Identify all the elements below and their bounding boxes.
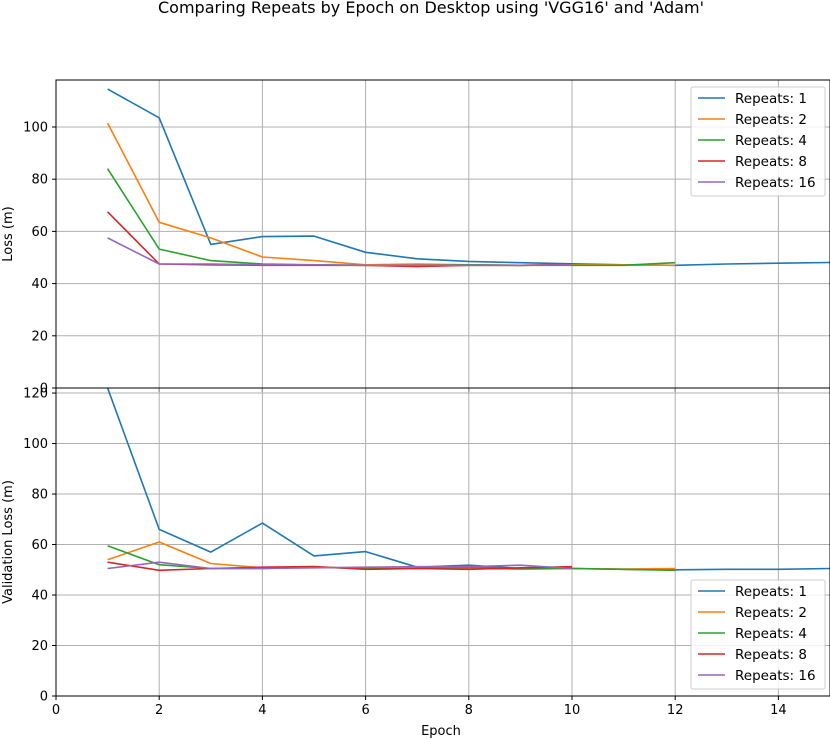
- series-line-repeats-8: [107, 211, 573, 268]
- series-line-repeats-1: [106, 388, 830, 571]
- loss-panel: 0 20 40 60 80 100 Loss (m) Repeats: 1 Repeats: 2…: [1, 79, 830, 397]
- x-tick-label: 8: [465, 703, 473, 718]
- series-line-repeats-1: [107, 88, 830, 267]
- legend-frame: [690, 86, 826, 197]
- legend-label-repeats-8: Repeats: 8: [735, 647, 807, 663]
- legend-label-repeats-8: Repeats: 8: [735, 154, 807, 170]
- legend: Repeats: 1 Repeats: 2 Repeats: 4 Repeats: 8…: [690, 579, 826, 690]
- y-tick-label: 40: [31, 589, 48, 604]
- plot-frame: [55, 387, 830, 697]
- legend-label-repeats-16: Repeats: 16: [735, 668, 816, 684]
- legend-label-repeats-4: Repeats: 4: [735, 626, 807, 642]
- legend-label-repeats-1: Repeats: 1: [735, 584, 807, 600]
- x-tick-label: 2: [155, 703, 163, 718]
- x-tick-label: 0: [52, 703, 60, 718]
- y-tick-label: 100: [23, 120, 48, 135]
- y-axis-label: Loss (m): [1, 206, 16, 261]
- y-tick-label: 60: [31, 225, 48, 240]
- y-tick-label: 0: [40, 690, 48, 705]
- y-tick-label: 80: [31, 488, 48, 503]
- x-tick-label: 12: [667, 703, 684, 718]
- legend-label-repeats-1: Repeats: 1: [735, 91, 807, 107]
- series-line-repeats-16: [107, 237, 573, 267]
- legend-label-repeats-2: Repeats: 2: [735, 112, 807, 128]
- y-tick-label: 20: [31, 329, 48, 344]
- y-tick-label: 0: [40, 382, 48, 397]
- x-axis-label: Epoch: [421, 724, 461, 739]
- legend-label-repeats-4: Repeats: 4: [735, 133, 807, 149]
- series-line-repeats-2: [106, 122, 676, 267]
- chart-title: Comparing Repeats by Epoch on Desktop us…: [158, 0, 704, 17]
- legend-label-repeats-2: Repeats: 2: [735, 605, 807, 621]
- y-tick-label: 60: [31, 538, 48, 553]
- y-tick-label: 100: [23, 437, 48, 452]
- validation-loss-panel: 0 20 40 60 80 100 120 Validation Loss (m) 0 2 4 6 8 1…: [1, 387, 830, 739]
- x-tick-label: 14: [770, 703, 787, 718]
- y-axis-label: Validation Loss (m): [1, 480, 16, 604]
- x-tick-label: 4: [258, 703, 266, 718]
- y-tick-label: 40: [31, 277, 48, 292]
- y-tick-label: 80: [31, 173, 48, 188]
- y-tick-label: 120: [23, 387, 48, 402]
- x-tick-label: 6: [361, 703, 369, 718]
- legend-frame: [690, 579, 826, 690]
- series-line-repeats-4: [106, 168, 676, 267]
- x-tick-label: 10: [564, 703, 581, 718]
- y-tick-label: 20: [31, 639, 48, 654]
- legend: Repeats: 1 Repeats: 2 Repeats: 4 Repeats: 8…: [690, 86, 826, 197]
- series-line-repeats-2: [107, 541, 676, 571]
- series-line-repeats-16: [107, 561, 573, 570]
- legend-label-repeats-16: Repeats: 16: [735, 175, 816, 191]
